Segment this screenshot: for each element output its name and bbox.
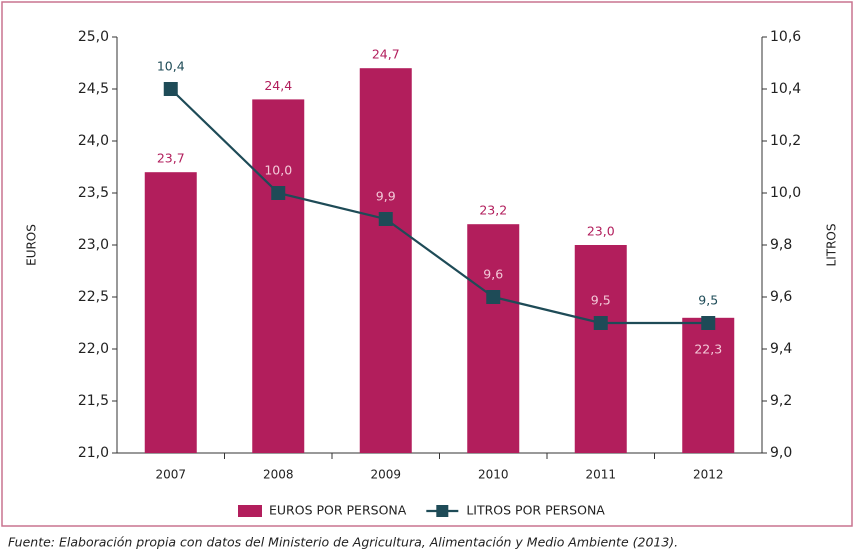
- line-marker: [486, 290, 501, 304]
- y2-tick-label: 9,2: [770, 393, 792, 409]
- chart-frame: [1, 1, 853, 527]
- bar: [467, 224, 520, 453]
- y2-axis-label: LITROS: [825, 224, 839, 267]
- legend-label: LITROS POR PERSONA: [466, 503, 605, 518]
- bar: [574, 245, 627, 453]
- y2-tick-label: 10,4: [770, 81, 801, 97]
- line-value-label: 10,4: [157, 59, 185, 74]
- y-tick-label: 22,5: [78, 289, 109, 305]
- y-axis-label: EUROS: [25, 224, 39, 266]
- source-note: Fuente: Elaboración propia con datos del…: [8, 535, 678, 550]
- bar: [252, 99, 305, 454]
- line-marker: [593, 316, 608, 330]
- legend-swatch: [238, 505, 262, 517]
- legend-label: EUROS POR PERSONA: [269, 503, 407, 518]
- y-tick-label: 21,0: [78, 445, 109, 461]
- y-tick-label: 22,0: [78, 341, 109, 357]
- legend-marker: [436, 505, 449, 517]
- line: [169, 88, 709, 325]
- y2-tick-label: 9,4: [770, 341, 792, 357]
- line-value-label: 9,9: [376, 189, 396, 204]
- line-marker: [378, 212, 393, 226]
- bar-value-label: 23,0: [587, 224, 615, 239]
- bar: [682, 317, 735, 453]
- line-value-label: 9,5: [698, 293, 718, 308]
- y2-tick-label: 9,0: [770, 445, 792, 461]
- y-tick-label: 25,0: [78, 29, 109, 45]
- bar: [359, 68, 412, 453]
- bar-value-label: 24,4: [264, 78, 292, 93]
- x-tick-label: 2008: [263, 468, 294, 482]
- y-tick-label: 21,5: [78, 393, 109, 409]
- line-value-label: 9,5: [591, 293, 611, 308]
- line-value-label: 9,6: [483, 267, 503, 282]
- y2-tick-label: 10,0: [770, 185, 801, 201]
- y-tick-label: 23,5: [78, 185, 109, 201]
- y2-tick-label: 10,6: [770, 29, 801, 45]
- x-tick-label: 2011: [585, 468, 616, 482]
- x-tick-label: 2009: [370, 468, 401, 482]
- y-tick-label: 24,0: [78, 133, 109, 149]
- line-marker: [701, 316, 716, 330]
- x-tick-label: 2012: [693, 468, 724, 482]
- y2-tick-label: 10,2: [770, 133, 801, 149]
- y-tick-label: 23,0: [78, 237, 109, 253]
- bar-value-label: 22,3: [694, 341, 722, 356]
- bar-value-label: 23,2: [479, 203, 507, 218]
- bar: [144, 172, 197, 453]
- y-tick-label: 24,5: [78, 81, 109, 97]
- line-marker: [163, 82, 178, 96]
- x-tick-label: 2007: [155, 468, 186, 482]
- line-marker: [271, 186, 286, 200]
- bar-value-label: 24,7: [372, 47, 400, 62]
- y2-tick-label: 9,8: [770, 237, 792, 253]
- bar-value-label: 23,7: [157, 151, 185, 166]
- x-tick-label: 2010: [478, 468, 509, 482]
- y2-tick-label: 9,6: [770, 289, 792, 305]
- line-value-label: 10,0: [264, 163, 292, 178]
